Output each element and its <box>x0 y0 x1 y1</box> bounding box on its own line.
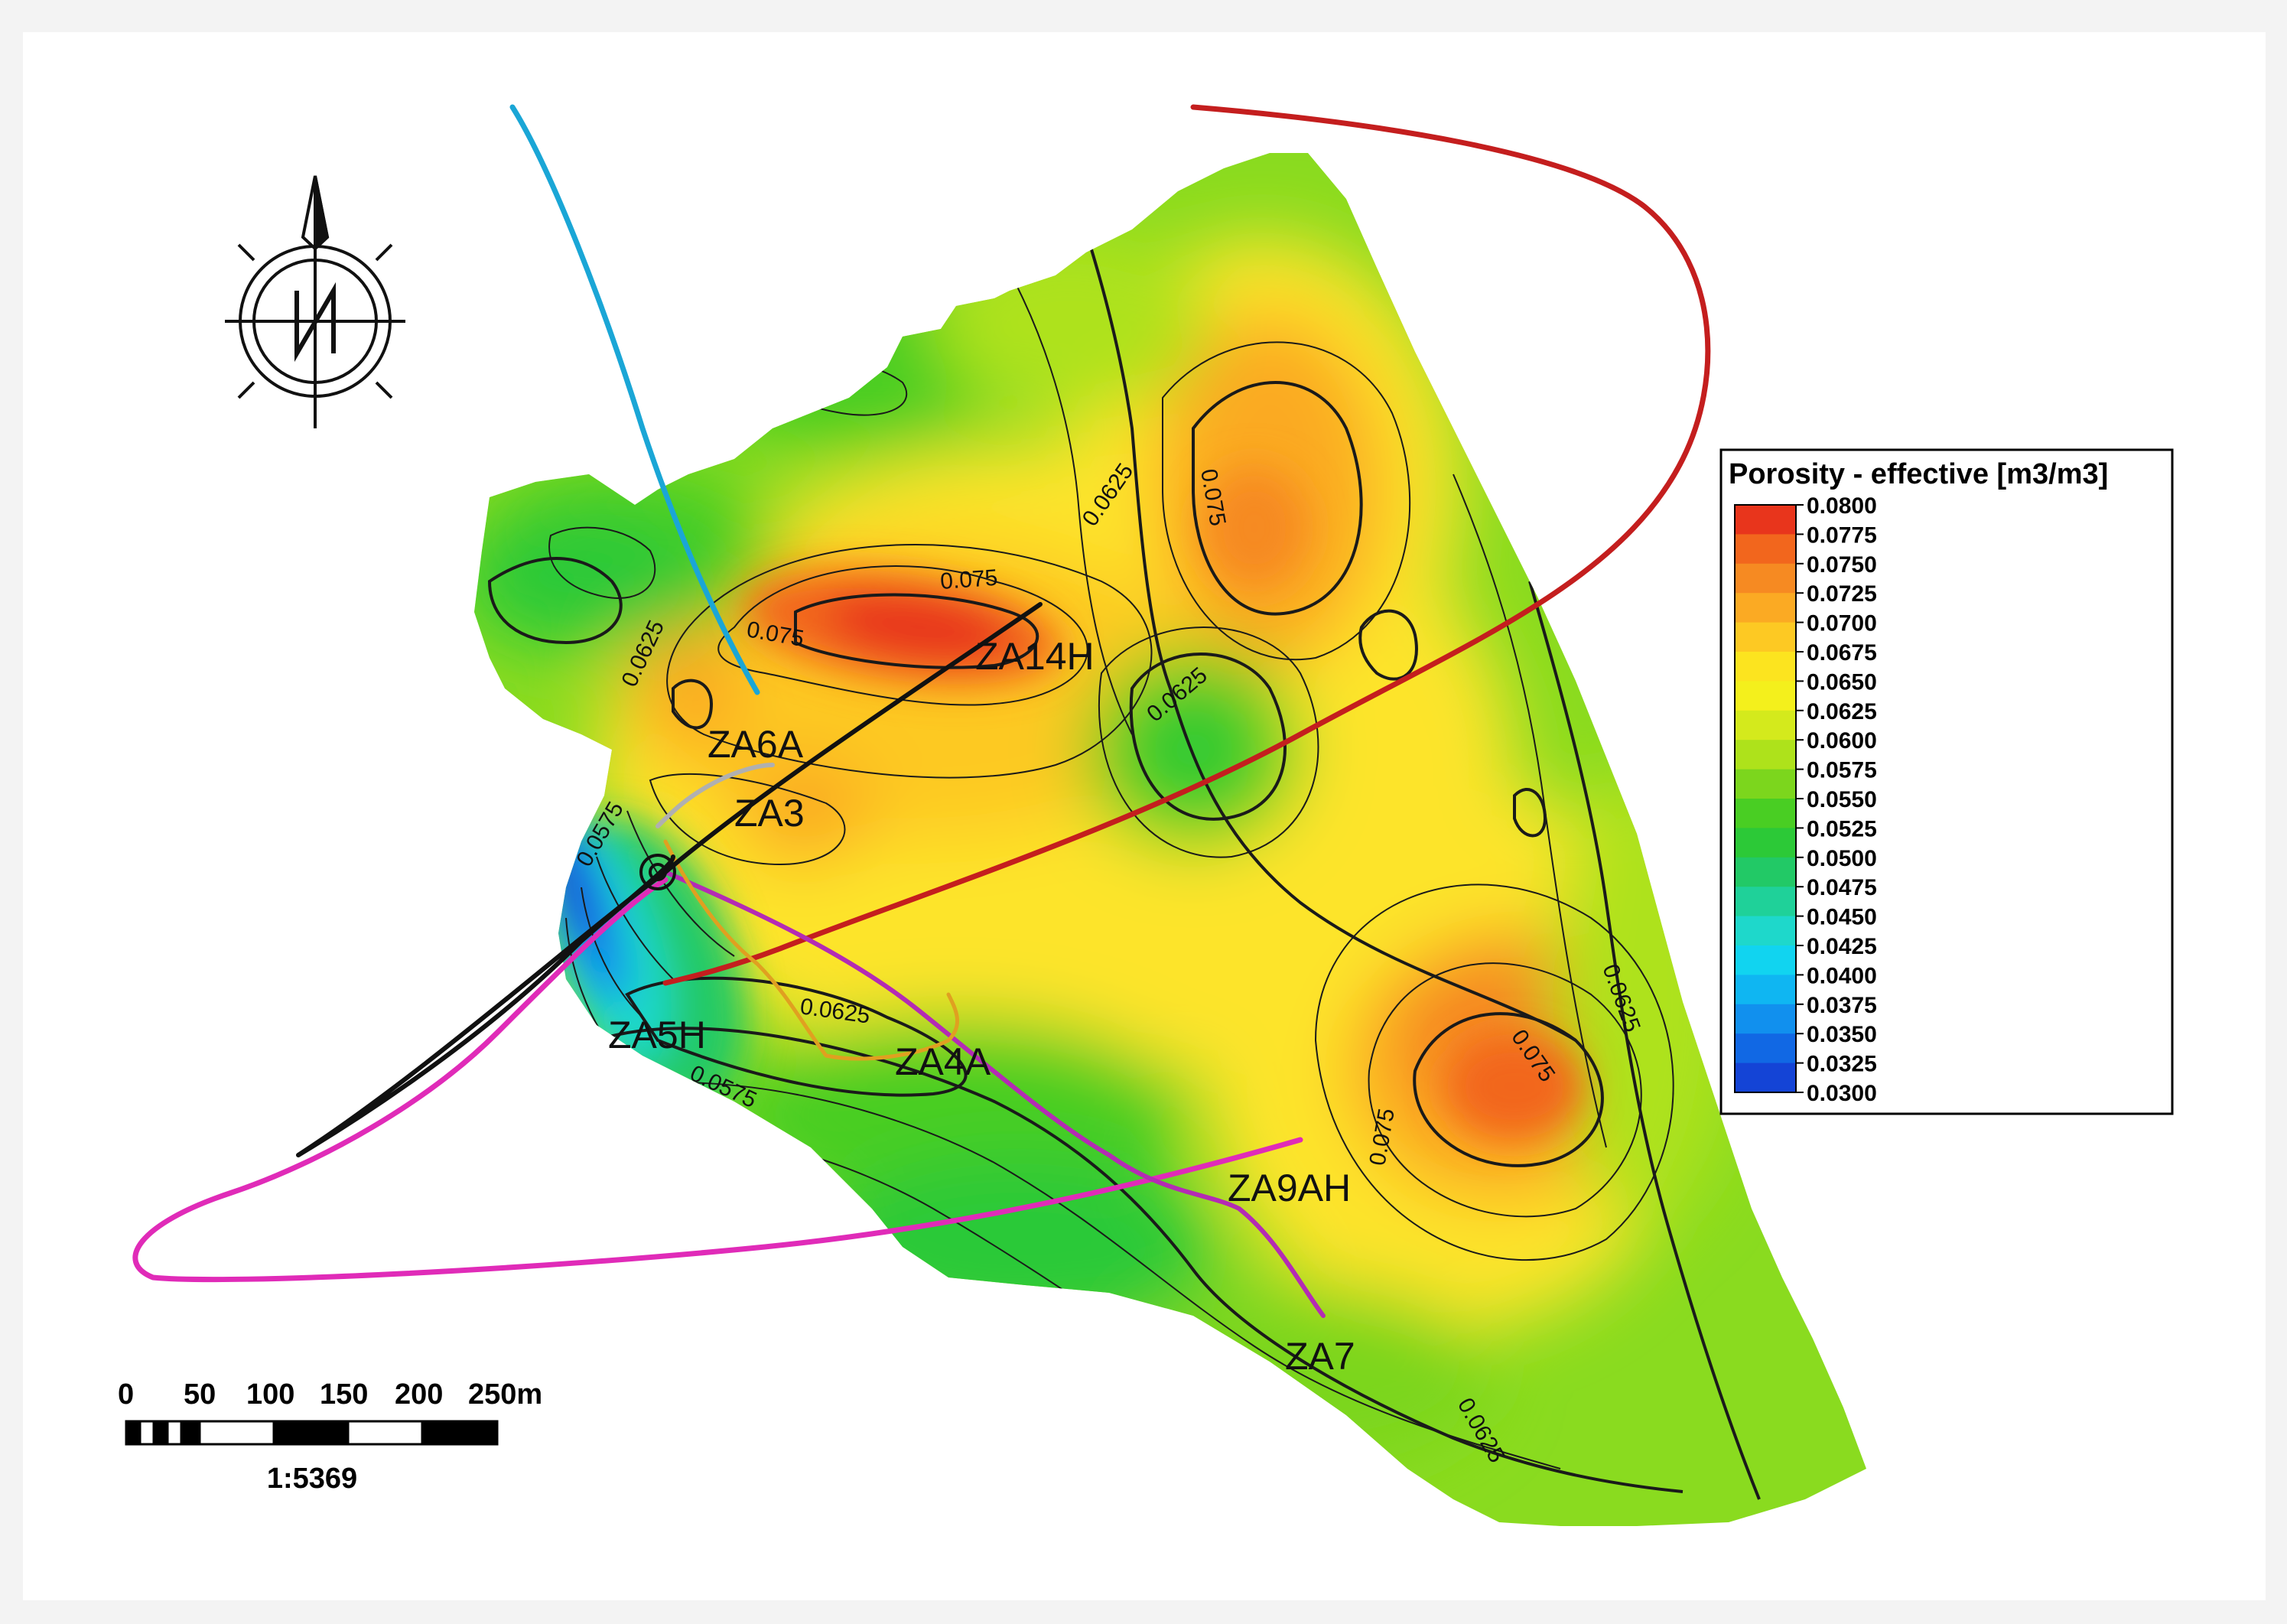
legend-colorbar <box>1734 504 1797 1093</box>
well-label-za14h: ZA14H <box>975 635 1095 678</box>
scale-label-150: 150 <box>320 1378 368 1411</box>
legend-swatch <box>1735 534 1796 565</box>
legend-swatch <box>1735 887 1796 917</box>
legend-swatch <box>1735 681 1796 711</box>
well-label-za6a: ZA6A <box>708 723 804 766</box>
wellhead-cluster-marker-inner <box>649 863 667 881</box>
well-label-za3: ZA3 <box>734 792 805 835</box>
legend-tick-label: 0.0525 <box>1807 816 1877 841</box>
porosity-surface <box>474 153 1866 1526</box>
well-trajectory-gray <box>656 763 775 828</box>
legend-swatch <box>1735 769 1796 799</box>
scale-label-200: 200 <box>395 1378 443 1411</box>
well-trajectory-black <box>296 602 1043 1157</box>
scale-label-250m: 250m <box>468 1378 542 1411</box>
legend-swatch <box>1735 622 1796 653</box>
well-labels: ZA6A ZA3 ZA14H ZA5H ZA4A ZA9AH ZA7 <box>608 635 1355 1378</box>
wellhead-cluster-marker <box>639 854 676 890</box>
legend-tick-label: 0.0800 <box>1807 493 1877 519</box>
legend-tick-label: 0.0475 <box>1807 875 1877 900</box>
legend-swatch <box>1735 799 1796 829</box>
legend-tick-label: 0.0575 <box>1807 758 1877 783</box>
legend-tick-label: 0.0775 <box>1807 522 1877 548</box>
north-arrow-compass-icon <box>225 175 405 428</box>
legend-tick-label: 0.0350 <box>1807 1022 1877 1047</box>
legend-tick-label: 0.0300 <box>1807 1081 1877 1106</box>
well-label-za7: ZA7 <box>1285 1335 1355 1378</box>
legend-swatch <box>1735 1063 1796 1093</box>
well-trajectory-blue <box>509 104 760 695</box>
well-trajectory-purple <box>663 870 1326 1318</box>
legend-swatch <box>1735 828 1796 858</box>
scale-label-50: 50 <box>184 1378 216 1411</box>
scale-label-0: 0 <box>118 1378 134 1411</box>
well-label-za5h: ZA5H <box>608 1014 706 1056</box>
legend-title: Porosity - effective [m3/m3] <box>1729 458 2108 490</box>
legend-swatch <box>1735 563 1796 594</box>
legend-swatch <box>1735 857 1796 888</box>
legend-tick-label: 0.0750 <box>1807 552 1877 578</box>
legend-swatch <box>1735 740 1796 770</box>
legend-swatch <box>1735 652 1796 682</box>
legend-tick-label: 0.0375 <box>1807 993 1877 1018</box>
legend-tick-label: 0.0325 <box>1807 1052 1877 1077</box>
legend-swatch <box>1735 505 1796 535</box>
legend-swatch <box>1735 1033 1796 1064</box>
legend-swatch <box>1735 916 1796 946</box>
legend-swatch <box>1735 1004 1796 1035</box>
well-trajectories <box>132 104 1711 1318</box>
well-label-za4a: ZA4A <box>895 1040 991 1083</box>
well-trajectory-orange <box>663 839 960 1061</box>
legend-tick-label: 0.0500 <box>1807 846 1877 871</box>
scale-bar: 0 50 100 150 200 250m 1:5369 <box>118 1378 542 1495</box>
scale-label-100: 100 <box>246 1378 294 1411</box>
scale-ratio: 1:5369 <box>267 1463 357 1495</box>
well-trajectory-red <box>662 104 1711 986</box>
legend-swatch <box>1735 593 1796 623</box>
legend-tick-label: 0.0425 <box>1807 934 1877 959</box>
well-trajectory-magenta <box>132 877 1303 1283</box>
legend-swatch <box>1735 975 1796 1005</box>
legend-tick-label: 0.0550 <box>1807 787 1877 812</box>
legend-tick-labels: 0.0800 0.0775 0.0750 0.0725 0.0700 0.0675 0.06… <box>1796 493 1877 1106</box>
legend-tick-label: 0.0650 <box>1807 669 1877 695</box>
legend: Porosity - effective [m3/m3] 0.0800 0.077… <box>1719 448 2174 1115</box>
well-label-za9ah: ZA9AH <box>1228 1167 1351 1209</box>
legend-tick-label: 0.0600 <box>1807 728 1877 753</box>
legend-swatch <box>1735 945 1796 976</box>
legend-tick-label: 0.0400 <box>1807 963 1877 988</box>
contour-lines <box>487 153 1761 1500</box>
legend-tick-label: 0.0725 <box>1807 581 1877 607</box>
legend-tick-label: 0.0700 <box>1807 611 1877 636</box>
contour-label-1: 0.075 <box>939 565 998 594</box>
legend-swatch <box>1735 710 1796 741</box>
legend-tick-label: 0.0625 <box>1807 699 1877 724</box>
legend-tick-label: 0.0675 <box>1807 640 1877 666</box>
legend-tick-label: 0.0450 <box>1807 905 1877 930</box>
